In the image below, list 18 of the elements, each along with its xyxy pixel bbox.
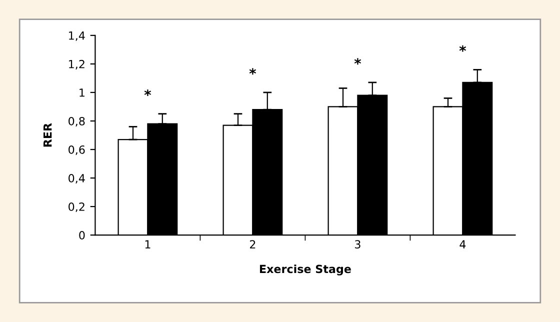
- y-axis-title: RER: [44, 123, 52, 147]
- x-tick-label: 2: [250, 240, 256, 248]
- x-tick-label: 4: [460, 240, 466, 248]
- y-tick-label: 1,2: [69, 60, 84, 70]
- y-tick-label: 1,4: [69, 32, 85, 41]
- annotation: *: [354, 58, 362, 65]
- annotation: *: [144, 90, 152, 96]
- y-tick-label: 0,2: [68, 202, 84, 212]
- annotation: *: [249, 68, 256, 75]
- y-tick-label: 0,4: [68, 174, 85, 184]
- y-tick-label: 0,8: [68, 116, 85, 126]
- x-axis-title: Exercise Stage: [260, 264, 351, 276]
- annotation: *: [459, 45, 466, 52]
- x-tick-label: 1: [145, 240, 150, 248]
- y-tick-label: 0,6: [68, 145, 85, 156]
- y-tick-label: 1: [80, 88, 84, 97]
- y-tick-label: 0: [79, 231, 85, 240]
- x-tick-label: 3: [355, 240, 360, 249]
